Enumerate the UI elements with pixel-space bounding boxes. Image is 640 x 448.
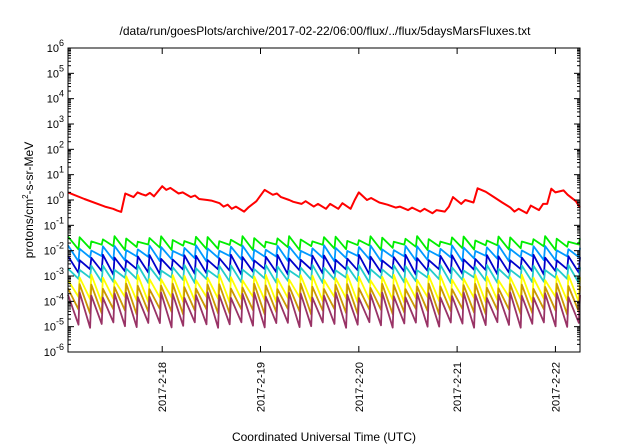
series-line-5 <box>67 263 581 285</box>
series-line-1 <box>67 185 581 215</box>
y-tick-label: 101 <box>47 165 64 182</box>
x-tick-label: 2017-2-22 <box>550 362 562 412</box>
y-tick-label: 105 <box>47 63 64 80</box>
y-tick-label: 10-1 <box>44 215 64 232</box>
y-tick-label: 10-4 <box>44 291 64 308</box>
y-tick-label: 102 <box>47 139 64 156</box>
y-tick-label: 100 <box>47 190 64 207</box>
y-tick-label: 106 <box>47 38 64 55</box>
series-layer <box>67 185 581 329</box>
x-axis: 2017-2-18 2017-2-19 2017-2-20 2017-2-21 2017… <box>157 48 562 412</box>
y-axis: 10-6 10-5 10-4 10-3 10-2 10-1 100 101 102 103 104 1… <box>44 38 580 359</box>
chart-title: /data/run/goesPlots/archive/2017-02-22/0… <box>120 24 532 38</box>
y-tick-label: 104 <box>47 89 64 106</box>
series-line-3 <box>67 244 581 263</box>
y-tick-label: 10-6 <box>44 342 64 359</box>
series-line-2 <box>67 235 581 252</box>
x-tick-label: 2017-2-18 <box>157 362 169 412</box>
x-axis-label: Coordinated Universal Time (UTC) <box>232 430 416 444</box>
y-tick-label: 10-5 <box>44 317 64 334</box>
y-axis-label: protons/cm2-s-sr-MeV <box>21 142 36 258</box>
y-tick-label: 103 <box>47 114 64 131</box>
y-tick-label: 10-2 <box>44 241 64 258</box>
y-tick-label: 10-3 <box>44 266 64 283</box>
x-tick-label: 2017-2-19 <box>256 362 268 412</box>
x-tick-label: 2017-2-20 <box>354 362 366 412</box>
x-tick-label: 2017-2-21 <box>452 362 464 412</box>
series-line-8 <box>67 291 581 329</box>
